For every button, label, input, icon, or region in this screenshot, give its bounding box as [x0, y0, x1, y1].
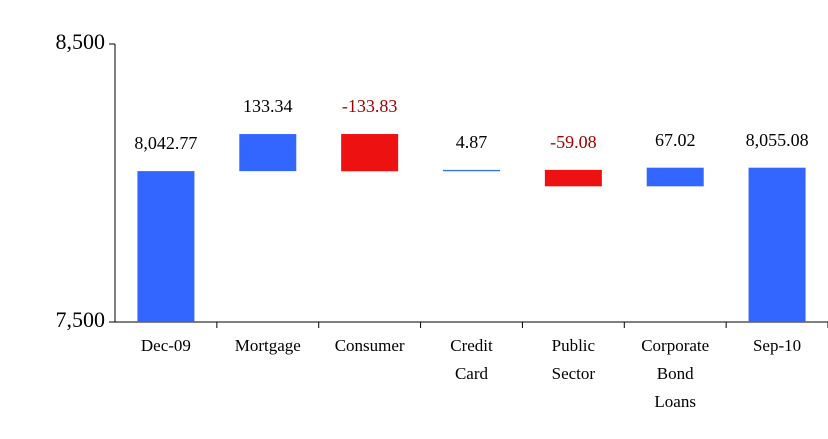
- value-label: 8,042.77: [134, 133, 197, 153]
- bar: [137, 171, 195, 322]
- bar: [646, 167, 704, 187]
- x-tick-label: Sep-10: [752, 336, 802, 355]
- value-label: 4.87: [456, 132, 488, 152]
- y-tick-label: 8,500: [56, 29, 106, 54]
- value-label: 67.02: [655, 130, 696, 150]
- x-tick-label: Public Sector: [551, 336, 596, 383]
- bar: [341, 134, 399, 172]
- value-label: 8,055.08: [746, 130, 809, 150]
- bar: [443, 169, 500, 172]
- x-tick-label: Dec-09: [140, 336, 191, 355]
- x-tick-label: Mortgage: [234, 336, 301, 355]
- x-tick-label: Credit Card: [450, 336, 493, 383]
- value-label: -133.83: [342, 96, 398, 116]
- bar: [544, 169, 602, 187]
- value-label: 133.34: [243, 96, 293, 116]
- bar: [239, 134, 297, 172]
- x-tick-label: Consumer: [334, 336, 405, 355]
- bar: [748, 167, 806, 322]
- y-tick-label: 7,500: [56, 307, 106, 332]
- x-tick-label: Corporate Bond Loans: [641, 336, 710, 411]
- value-label: -59.08: [550, 132, 597, 152]
